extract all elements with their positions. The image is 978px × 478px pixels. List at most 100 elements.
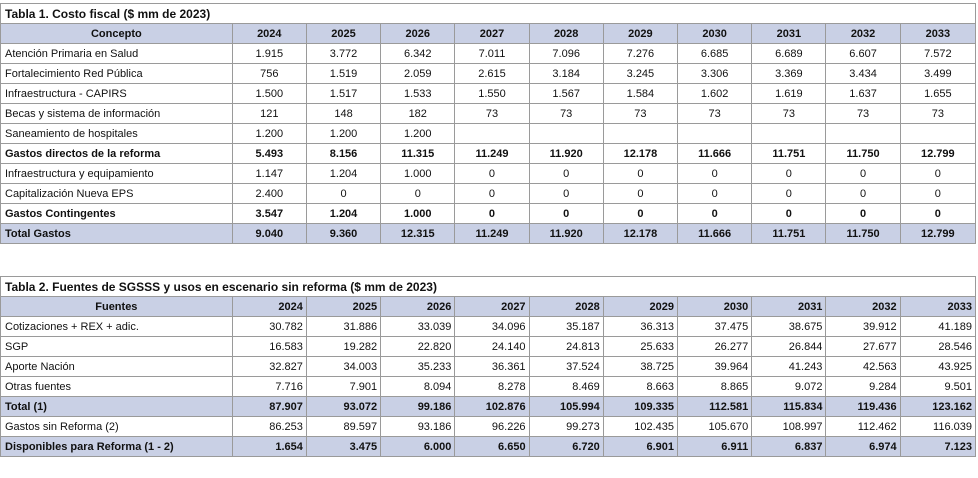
value-cell[interactable]: 99.273 bbox=[528, 416, 604, 437]
value-cell[interactable]: 6.689 bbox=[751, 43, 827, 64]
value-cell[interactable]: 73 bbox=[602, 103, 679, 124]
value-cell[interactable]: 0 bbox=[825, 203, 901, 224]
row-label-cell[interactable]: SGP bbox=[0, 336, 233, 357]
value-cell[interactable]: 73 bbox=[825, 103, 901, 124]
value-cell[interactable]: 108.997 bbox=[751, 416, 827, 437]
value-cell[interactable]: 11.750 bbox=[825, 143, 901, 164]
value-cell[interactable]: 6.720 bbox=[528, 436, 604, 457]
value-cell[interactable]: 2.615 bbox=[454, 63, 530, 84]
value-cell[interactable]: 37.524 bbox=[528, 356, 604, 377]
column-header-year[interactable]: 2027 bbox=[454, 296, 530, 317]
value-cell[interactable]: 73 bbox=[528, 103, 604, 124]
value-cell[interactable]: 1.519 bbox=[305, 63, 382, 84]
value-cell[interactable]: 0 bbox=[380, 183, 456, 204]
value-cell[interactable]: 7.276 bbox=[602, 43, 679, 64]
value-cell[interactable]: 0 bbox=[899, 183, 977, 204]
value-cell[interactable]: 34.096 bbox=[454, 316, 530, 337]
value-cell[interactable]: 1.200 bbox=[305, 123, 382, 144]
value-cell[interactable]: 25.633 bbox=[602, 336, 679, 357]
value-cell[interactable]: 41.243 bbox=[751, 356, 827, 377]
value-cell[interactable]: 37.475 bbox=[676, 316, 753, 337]
value-cell[interactable]: 7.572 bbox=[899, 43, 977, 64]
value-cell[interactable]: 7.011 bbox=[454, 43, 530, 64]
value-cell[interactable]: 119.436 bbox=[825, 396, 901, 417]
value-cell[interactable]: 0 bbox=[528, 163, 604, 184]
value-cell[interactable]: 26.844 bbox=[751, 336, 827, 357]
value-cell[interactable]: 9.040 bbox=[231, 223, 307, 244]
column-header-year[interactable]: 2033 bbox=[899, 296, 977, 317]
value-cell[interactable]: 9.072 bbox=[751, 376, 827, 397]
value-cell[interactable]: 1.550 bbox=[454, 83, 530, 104]
value-cell[interactable]: 2.059 bbox=[380, 63, 456, 84]
column-header-year[interactable]: 2033 bbox=[899, 23, 977, 44]
value-cell[interactable]: 39.964 bbox=[676, 356, 753, 377]
value-cell[interactable]: 0 bbox=[454, 163, 530, 184]
value-cell[interactable]: 0 bbox=[602, 203, 679, 224]
column-header-year[interactable]: 2028 bbox=[528, 23, 604, 44]
value-cell[interactable]: 11.751 bbox=[751, 223, 827, 244]
value-cell[interactable]: 11.666 bbox=[677, 223, 753, 244]
value-cell[interactable]: 3.369 bbox=[751, 63, 827, 84]
value-cell[interactable]: 6.901 bbox=[602, 436, 679, 457]
column-header-year[interactable]: 2028 bbox=[528, 296, 604, 317]
row-label-cell[interactable]: Total (1) bbox=[0, 396, 233, 417]
value-cell[interactable]: 1.500 bbox=[231, 83, 307, 104]
column-header-year[interactable]: 2027 bbox=[454, 23, 530, 44]
column-header-year[interactable]: 2026 bbox=[380, 296, 456, 317]
value-cell[interactable]: 8.663 bbox=[602, 376, 679, 397]
value-cell[interactable] bbox=[899, 123, 977, 144]
value-cell[interactable]: 9.360 bbox=[305, 223, 382, 244]
value-cell[interactable]: 6.607 bbox=[825, 43, 901, 64]
value-cell[interactable]: 1.533 bbox=[380, 83, 456, 104]
value-cell[interactable]: 0 bbox=[751, 163, 827, 184]
column-header-concept[interactable]: Concepto bbox=[0, 23, 233, 44]
value-cell[interactable] bbox=[528, 123, 604, 144]
value-cell[interactable]: 7.716 bbox=[231, 376, 307, 397]
value-cell[interactable]: 28.546 bbox=[899, 336, 977, 357]
value-cell[interactable]: 3.499 bbox=[899, 63, 977, 84]
value-cell[interactable]: 1.619 bbox=[751, 83, 827, 104]
value-cell[interactable]: 7.901 bbox=[305, 376, 382, 397]
value-cell[interactable]: 12.178 bbox=[602, 143, 679, 164]
value-cell[interactable]: 73 bbox=[751, 103, 827, 124]
column-header-year[interactable]: 2024 bbox=[231, 296, 307, 317]
value-cell[interactable]: 3.772 bbox=[305, 43, 382, 64]
value-cell[interactable]: 12.315 bbox=[380, 223, 456, 244]
value-cell[interactable]: 24.140 bbox=[454, 336, 530, 357]
column-header-year[interactable]: 2026 bbox=[380, 23, 456, 44]
value-cell[interactable]: 43.925 bbox=[899, 356, 977, 377]
value-cell[interactable]: 93.072 bbox=[305, 396, 382, 417]
value-cell[interactable]: 30.782 bbox=[231, 316, 307, 337]
value-cell[interactable]: 12.799 bbox=[899, 223, 977, 244]
value-cell[interactable]: 73 bbox=[454, 103, 530, 124]
value-cell[interactable]: 0 bbox=[677, 203, 753, 224]
value-cell[interactable]: 35.187 bbox=[528, 316, 604, 337]
value-cell[interactable]: 99.186 bbox=[380, 396, 456, 417]
value-cell[interactable]: 11.750 bbox=[825, 223, 901, 244]
value-cell[interactable]: 73 bbox=[899, 103, 977, 124]
value-cell[interactable]: 19.282 bbox=[305, 336, 382, 357]
value-cell[interactable]: 11.666 bbox=[677, 143, 753, 164]
value-cell[interactable]: 8.469 bbox=[528, 376, 604, 397]
value-cell[interactable]: 7.123 bbox=[899, 436, 977, 457]
value-cell[interactable]: 3.306 bbox=[677, 63, 753, 84]
value-cell[interactable]: 109.335 bbox=[602, 396, 679, 417]
row-label-cell[interactable]: Gastos directos de la reforma bbox=[0, 143, 233, 164]
value-cell[interactable]: 26.277 bbox=[676, 336, 753, 357]
value-cell[interactable]: 35.233 bbox=[380, 356, 456, 377]
value-cell[interactable]: 38.675 bbox=[751, 316, 827, 337]
value-cell[interactable]: 1.200 bbox=[231, 123, 307, 144]
value-cell[interactable]: 1.517 bbox=[305, 83, 382, 104]
value-cell[interactable]: 123.162 bbox=[899, 396, 977, 417]
row-label-cell[interactable]: Total Gastos bbox=[0, 223, 233, 244]
value-cell[interactable]: 6.650 bbox=[454, 436, 530, 457]
row-label-cell[interactable]: Cotizaciones + REX + adic. bbox=[0, 316, 233, 337]
column-header-year[interactable]: 2032 bbox=[825, 296, 901, 317]
value-cell[interactable]: 121 bbox=[231, 103, 307, 124]
value-cell[interactable]: 11.249 bbox=[454, 223, 530, 244]
row-label-cell[interactable]: Infraestructura y equipamiento bbox=[0, 163, 233, 184]
value-cell[interactable]: 73 bbox=[677, 103, 753, 124]
value-cell[interactable]: 0 bbox=[454, 183, 530, 204]
value-cell[interactable]: 42.563 bbox=[825, 356, 901, 377]
row-label-cell[interactable]: Otras fuentes bbox=[0, 376, 233, 397]
